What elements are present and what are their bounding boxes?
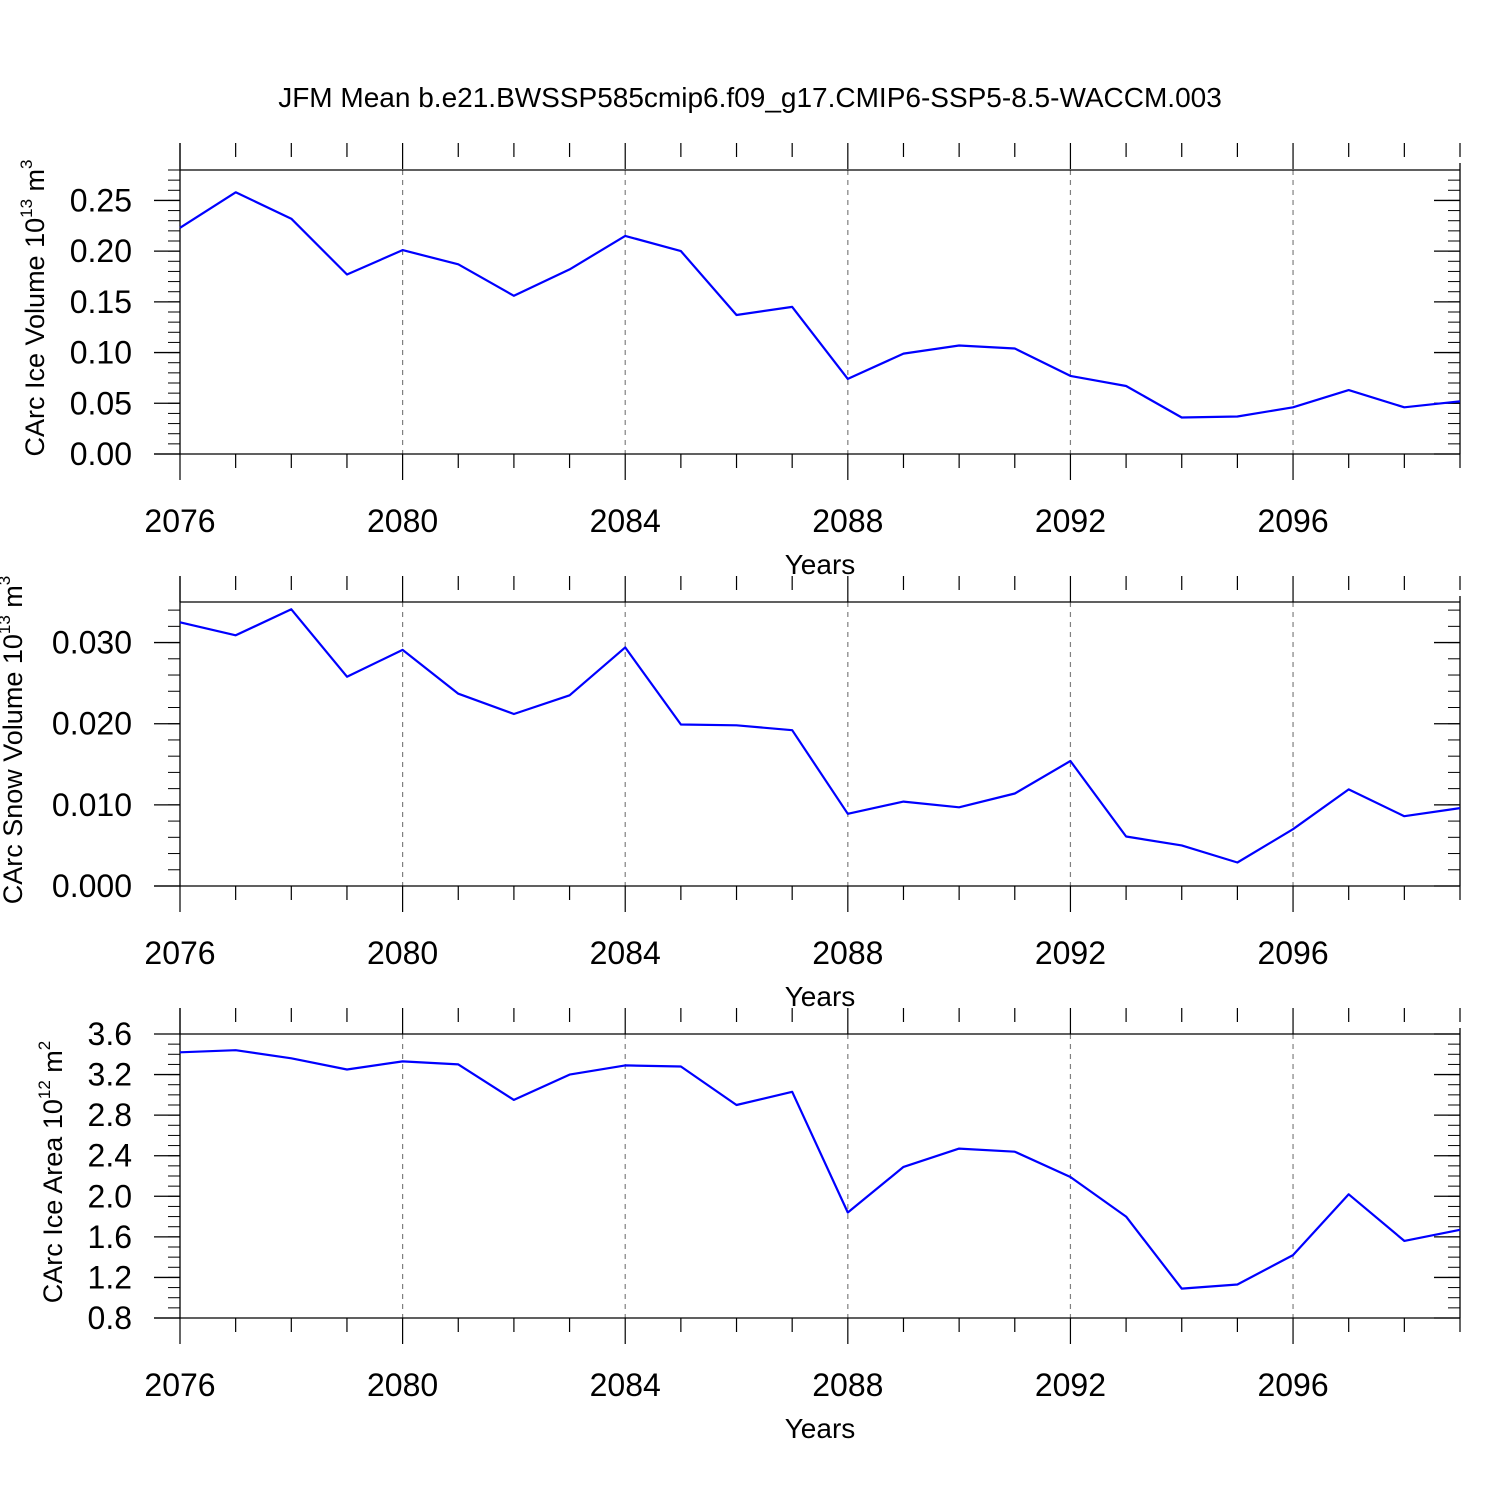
y-tick-label: 0.25: [70, 182, 132, 218]
x-tick-label: 2076: [144, 503, 215, 539]
y-tick-label: 0.030: [52, 625, 132, 661]
y-tick-label: 0.010: [52, 787, 132, 823]
y-tick-label: 3.2: [88, 1057, 132, 1093]
panel-1: 2076 2080 2084 2088 2092 2096 0.00 0.05 0.10 0.15…: [17, 143, 1461, 580]
x-tick-label: 2088: [812, 1367, 883, 1403]
y-axis-label: CArc Ice Volume 1013 m3: [17, 159, 50, 456]
panel-3: 2076 2080 2084 2088 2092 2096 0.8 1.2 1.6 2.0 2.4 2…: [35, 1008, 1461, 1444]
x-tick-label: 2088: [812, 935, 883, 971]
x-tick-label: 2096: [1257, 935, 1328, 971]
y-tick-label: 0.15: [70, 284, 132, 320]
series-line: [179, 191, 1461, 419]
series-line: [179, 608, 1461, 864]
y-tick-label: 2.4: [88, 1138, 132, 1174]
x-axis-label: Years: [785, 1413, 856, 1444]
x-tick-label: 2076: [144, 1367, 215, 1403]
x-tick-label: 2080: [367, 1367, 438, 1403]
x-tick-label: 2096: [1257, 1367, 1328, 1403]
x-tick-label: 2092: [1035, 1367, 1106, 1403]
panel-2: 2076 2080 2084 2088 2092 2096 0.000 0.010 0.020 0…: [0, 576, 1461, 1012]
y-tick-label: 0.8: [88, 1300, 132, 1336]
x-axis-label: Years: [785, 549, 856, 580]
x-tick-label: 2084: [590, 1367, 661, 1403]
y-tick-label: 0.05: [70, 385, 132, 421]
y-tick-label: 0.00: [70, 436, 132, 472]
y-tick-label: 0.020: [52, 706, 132, 742]
x-tick-label: 2084: [590, 503, 661, 539]
y-tick-label: 3.6: [88, 1016, 132, 1052]
x-axis-label: Years: [785, 981, 856, 1012]
y-tick-label: 2.0: [88, 1178, 132, 1214]
x-tick-label: 2088: [812, 503, 883, 539]
y-tick-label: 1.6: [88, 1219, 132, 1255]
y-tick-label: 2.8: [88, 1097, 132, 1133]
y-tick-label: 1.2: [88, 1259, 132, 1295]
y-tick-label: 0.20: [70, 233, 132, 269]
panels: 2076 2080 2084 2088 2092 2096 0.00 0.05 0.10 0.15…: [0, 143, 1461, 1444]
y-tick-label: 0.10: [70, 335, 132, 371]
y-axis-label: CArc Snow Volume 1013 m3: [0, 576, 28, 905]
x-tick-label: 2092: [1035, 503, 1106, 539]
x-tick-label: 2076: [144, 935, 215, 971]
figure-title: JFM Mean b.e21.BWSSP585cmip6.f09_g17.CMI…: [278, 82, 1222, 113]
y-axis-label: CArc Ice Area 1012 m2: [35, 1041, 68, 1304]
x-tick-label: 2080: [367, 503, 438, 539]
x-tick-label: 2092: [1035, 935, 1106, 971]
x-tick-label: 2096: [1257, 503, 1328, 539]
x-tick-label: 2084: [590, 935, 661, 971]
y-tick-label: 0.000: [52, 868, 132, 904]
series-line: [179, 1049, 1461, 1290]
x-tick-label: 2080: [367, 935, 438, 971]
